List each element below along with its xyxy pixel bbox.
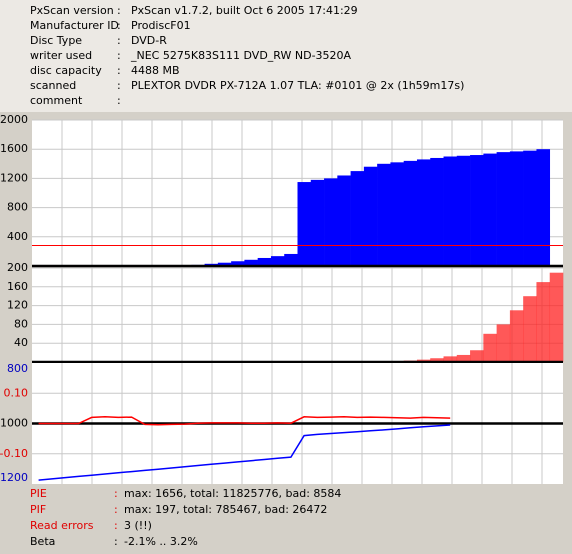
summary-label: Read errors [30, 519, 94, 532]
y-tick-label: 160 [7, 280, 28, 293]
bar [284, 253, 298, 266]
summary-separator: : [114, 519, 118, 532]
summary-separator: : [114, 503, 118, 516]
info-value: DVD-R [131, 34, 167, 47]
info-separator: : [117, 19, 121, 32]
bar [523, 296, 537, 362]
summary-value: -2.1% .. 3.2% [124, 535, 198, 548]
bar [456, 155, 471, 266]
bar [443, 156, 458, 266]
info-label: Disc Type [30, 34, 82, 47]
y-tick-label: 800 [7, 201, 28, 214]
bar [324, 178, 338, 266]
bar [403, 160, 418, 266]
summary-label: PIE [30, 487, 47, 500]
info-label: comment [30, 94, 83, 107]
y-tick-label: 120 [7, 299, 28, 312]
bar [390, 162, 404, 266]
y2-tick-label: 800 [7, 362, 28, 375]
bar [523, 150, 537, 266]
bar [430, 157, 444, 266]
bar [509, 151, 524, 266]
info-value: 4488 MB [131, 64, 180, 77]
y-tick-label: 400 [7, 230, 28, 243]
bar [297, 182, 312, 266]
summary-label: PIF [30, 503, 46, 516]
info-label: Manufacturer ID [30, 19, 119, 32]
bar [337, 175, 351, 266]
bar [217, 262, 232, 266]
info-separator: : [117, 64, 121, 77]
series-line [38, 424, 451, 481]
bar [257, 257, 272, 266]
y-tick-label: 0.10 [4, 386, 29, 399]
bar [231, 261, 245, 266]
bar [430, 358, 444, 362]
bar [377, 163, 391, 266]
y2-tick-label: 1000 [0, 417, 28, 430]
bar [483, 153, 497, 266]
header-panel [0, 0, 572, 112]
bar [536, 282, 551, 362]
bar [416, 159, 431, 266]
y-tick-label: 2000 [0, 113, 28, 126]
info-label: writer used [30, 49, 92, 62]
bar [483, 333, 497, 362]
summary-value: 3 (!!) [124, 519, 152, 532]
info-separator: : [117, 49, 121, 62]
summary-label: Beta [30, 535, 55, 548]
info-label: scanned [30, 79, 76, 92]
y-tick-label: 200 [7, 261, 28, 274]
summary-separator: : [114, 487, 118, 500]
bar [509, 310, 524, 362]
y-tick-label: 80 [14, 317, 28, 330]
info-value: ProdiscF01 [131, 19, 191, 32]
bar [443, 356, 458, 362]
info-value: PxScan v1.7.2, built Oct 6 2005 17:41:29 [131, 4, 358, 17]
bar [470, 155, 484, 266]
bar [456, 354, 471, 362]
bar [536, 149, 551, 266]
info-label: PxScan version [30, 4, 114, 17]
bar [496, 324, 511, 362]
info-label: disc capacity [30, 64, 102, 77]
y-tick-label: 1200 [0, 171, 28, 184]
y-tick-label: 40 [14, 336, 28, 349]
info-separator: : [117, 94, 121, 107]
bar [470, 350, 484, 362]
y-tick-label: -0.10 [0, 447, 28, 460]
bar [310, 179, 325, 266]
info-separator: : [117, 34, 121, 47]
summary-value: max: 197, total: 785467, bad: 26472 [124, 503, 327, 516]
y2-tick-label: 1200 [0, 471, 28, 484]
series-line [38, 416, 451, 426]
bar [350, 171, 365, 266]
bar [363, 166, 378, 266]
info-value: PLEXTOR DVDR PX-712A 1.07 TLA: #0101 @ 2… [131, 79, 464, 92]
info-separator: : [117, 79, 121, 92]
bar [549, 272, 564, 362]
info-separator: : [117, 4, 121, 17]
plot-area [32, 268, 563, 362]
y-tick-label: 1600 [0, 142, 28, 155]
bar [496, 152, 511, 266]
info-value: _NEC 5275K83S111 DVD_RW ND-3520A [130, 49, 352, 62]
bar [244, 259, 258, 266]
summary-separator: : [114, 535, 118, 548]
bar [270, 256, 285, 266]
summary-value: max: 1656, total: 11825776, bad: 8584 [124, 487, 341, 500]
